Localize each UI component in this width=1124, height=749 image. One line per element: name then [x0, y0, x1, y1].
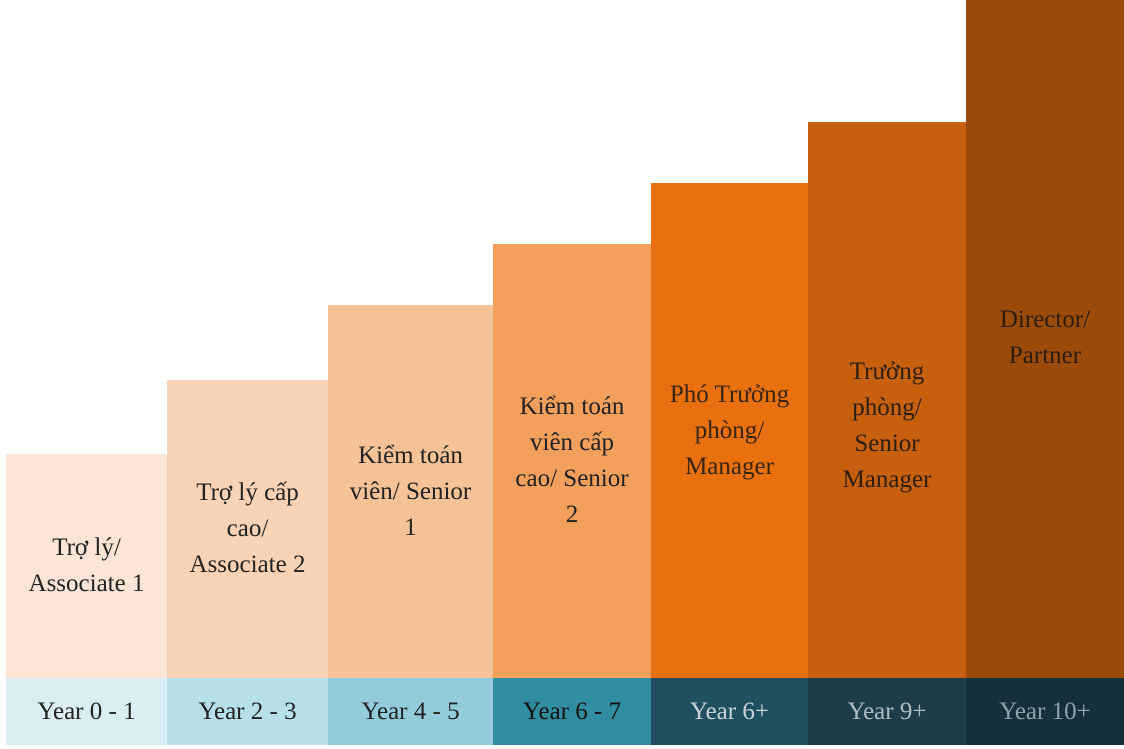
step-senior-1: Kiểm toán viên/ Senior 1: [328, 305, 493, 678]
year-label: Year 9+: [808, 678, 966, 745]
step-senior-manager: Trưởng phòng/ Senior Manager: [808, 122, 966, 678]
year-label: Year 6 - 7: [493, 678, 651, 745]
step-associate-1: Trợ lý/ Associate 1: [6, 454, 167, 678]
step-title: Trưởng phòng/ Senior Manager: [842, 358, 932, 493]
step-title: Phó Trưởng phòng/ Manager: [669, 380, 790, 480]
step-title: Kiểm toán viên cấp cao/ Senior 2: [515, 393, 629, 528]
step-senior-2: Kiểm toán viên cấp cao/ Senior 2: [493, 244, 651, 678]
year-label: Year 10+: [966, 678, 1124, 745]
step-associate-2: Trợ lý cấp cao/ Associate 2: [167, 380, 328, 678]
year-label: Year 2 - 3: [167, 678, 328, 745]
year-label: Year 4 - 5: [328, 678, 493, 745]
step-title: Director/ Partner: [999, 306, 1091, 369]
year-label: Year 0 - 1: [6, 678, 167, 745]
step-director-partner: Director/ Partner: [966, 0, 1124, 678]
year-label: Year 6+: [651, 678, 808, 745]
step-title: Trợ lý/ Associate 1: [28, 534, 145, 597]
step-title: Trợ lý cấp cao/ Associate 2: [189, 479, 306, 578]
step-manager: Phó Trưởng phòng/ Manager: [651, 183, 808, 678]
step-title: Kiểm toán viên/ Senior 1: [349, 441, 472, 541]
